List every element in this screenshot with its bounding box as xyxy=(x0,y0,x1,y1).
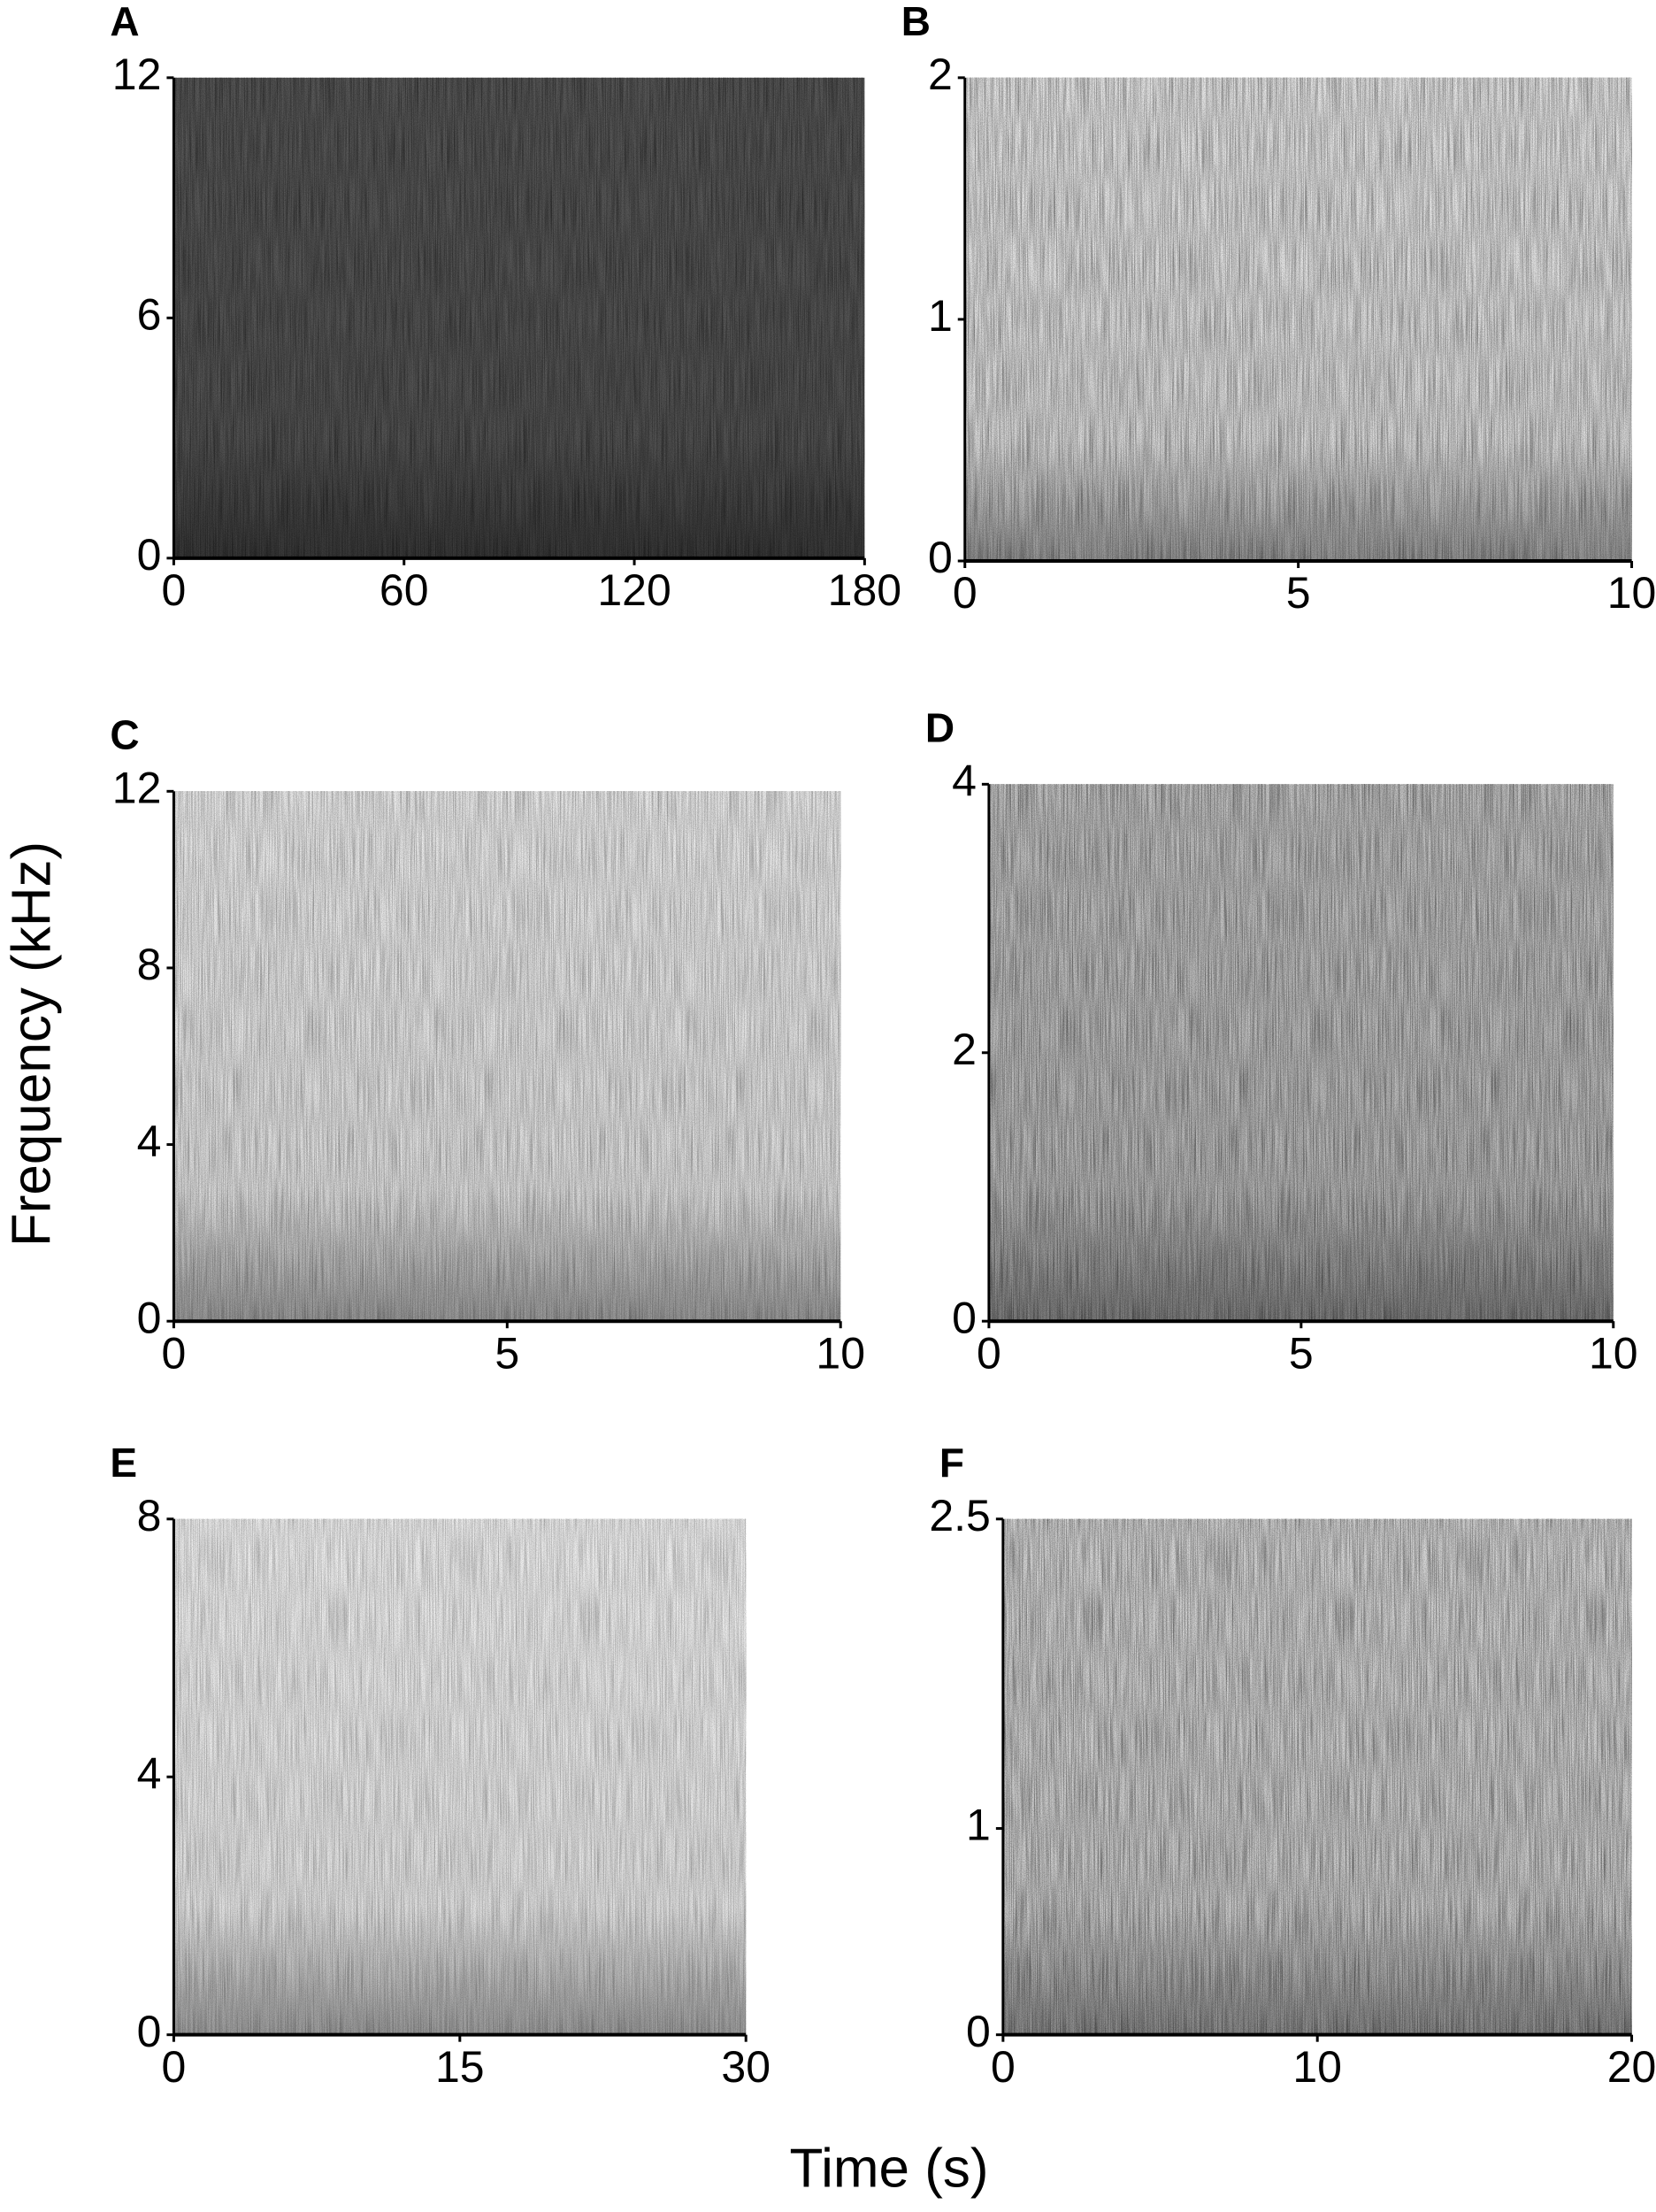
y-tick-label: 8 xyxy=(137,940,162,989)
x-tick-label: 5 xyxy=(494,1328,519,1378)
spectrogram-low-band xyxy=(964,77,1632,562)
spectrogram-low-band xyxy=(173,77,865,558)
y-tick-label: 6 xyxy=(137,290,162,340)
panel-label: C xyxy=(110,711,139,757)
panel-label: D xyxy=(925,704,954,750)
panel-label: A xyxy=(110,0,139,44)
x-tick-label: 15 xyxy=(435,2042,485,2092)
y-tick-label: 4 xyxy=(137,1117,162,1166)
y-axis-label: Frequency (kHz) xyxy=(1,841,62,1247)
x-tick-label: 30 xyxy=(721,2042,770,2092)
y-tick-label: 8 xyxy=(137,1491,162,1540)
x-tick-label: 5 xyxy=(1286,568,1311,618)
x-tick-label: 0 xyxy=(977,1328,1001,1378)
y-tick-label: 1 xyxy=(966,1801,991,1850)
y-tick-label: 2 xyxy=(928,50,953,99)
spectrogram-low-band xyxy=(173,791,841,1322)
y-tick-label: 1 xyxy=(928,291,953,341)
panel-label: E xyxy=(110,1440,137,1486)
x-tick-label: 10 xyxy=(1607,568,1656,618)
x-tick-label: 0 xyxy=(953,568,978,618)
x-tick-label: 0 xyxy=(162,2042,187,2092)
y-tick-label: 0 xyxy=(137,530,162,580)
x-tick-label: 10 xyxy=(816,1328,865,1378)
x-tick-label: 0 xyxy=(991,2042,1016,2092)
y-tick-label: 12 xyxy=(112,50,162,99)
y-tick-label: 0 xyxy=(952,1293,977,1342)
x-tick-label: 0 xyxy=(162,1328,187,1378)
y-tick-label: 4 xyxy=(952,757,977,806)
y-tick-label: 0 xyxy=(137,1293,162,1342)
x-tick-label: 5 xyxy=(1289,1328,1314,1378)
x-tick-label: 10 xyxy=(1589,1328,1638,1378)
panel-label: F xyxy=(939,1440,964,1486)
spectrogram-low-band xyxy=(173,1518,747,2035)
spectrogram-low-band xyxy=(988,784,1614,1322)
y-tick-label: 2.5 xyxy=(929,1491,991,1540)
x-tick-label: 120 xyxy=(597,565,671,615)
y-tick-label: 12 xyxy=(112,764,162,813)
x-tick-label: 20 xyxy=(1607,2042,1656,2092)
x-tick-label: 10 xyxy=(1292,2042,1342,2092)
y-tick-label: 0 xyxy=(137,2007,162,2056)
y-tick-label: 0 xyxy=(966,2007,991,2056)
x-tick-label: 0 xyxy=(162,565,187,615)
x-tick-label: 60 xyxy=(380,565,429,615)
panel-label: B xyxy=(901,0,931,44)
spectrogram-low-band xyxy=(1002,1518,1632,2035)
x-axis-label: Time (s) xyxy=(790,2138,989,2199)
y-tick-label: 4 xyxy=(137,1748,162,1798)
x-tick-label: 180 xyxy=(828,565,901,615)
y-tick-label: 2 xyxy=(952,1025,977,1074)
y-tick-label: 0 xyxy=(928,533,953,582)
